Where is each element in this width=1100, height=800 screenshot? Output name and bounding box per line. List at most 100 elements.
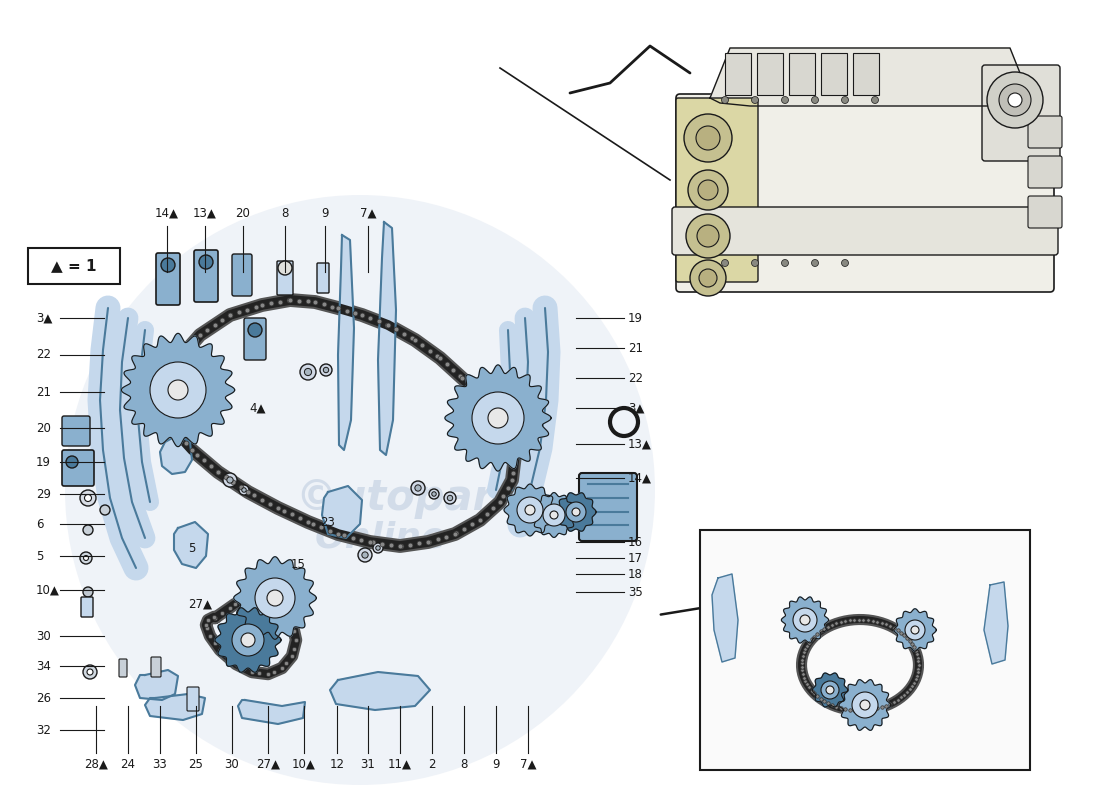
Text: 29: 29	[36, 487, 51, 501]
FancyBboxPatch shape	[232, 254, 252, 296]
FancyBboxPatch shape	[676, 98, 758, 282]
Text: 27▲: 27▲	[256, 758, 280, 771]
Polygon shape	[174, 522, 208, 568]
Circle shape	[66, 456, 78, 468]
Text: 8: 8	[460, 758, 467, 771]
Text: 34: 34	[36, 659, 51, 673]
Text: 8: 8	[282, 207, 288, 220]
FancyBboxPatch shape	[81, 597, 94, 617]
Text: 25: 25	[188, 758, 204, 771]
Text: 14▲: 14▲	[155, 207, 179, 220]
Circle shape	[793, 608, 817, 632]
Text: 13▲: 13▲	[194, 207, 217, 220]
FancyBboxPatch shape	[982, 65, 1060, 161]
Polygon shape	[338, 235, 354, 450]
Text: 19: 19	[628, 311, 643, 325]
Circle shape	[411, 481, 425, 495]
FancyBboxPatch shape	[151, 657, 161, 677]
Circle shape	[376, 546, 381, 550]
Circle shape	[267, 590, 283, 606]
Circle shape	[852, 692, 878, 718]
Bar	[821, 53, 847, 95]
Circle shape	[241, 633, 255, 647]
Circle shape	[444, 492, 456, 504]
Circle shape	[572, 508, 580, 516]
Text: ▲ = 1: ▲ = 1	[52, 258, 97, 274]
Polygon shape	[322, 486, 362, 538]
Polygon shape	[444, 365, 551, 471]
Text: 3▲: 3▲	[628, 402, 645, 414]
Circle shape	[199, 255, 213, 269]
Text: 28▲: 28▲	[84, 758, 108, 771]
Text: 32: 32	[36, 723, 51, 737]
Circle shape	[684, 114, 732, 162]
Circle shape	[85, 494, 91, 502]
Circle shape	[751, 97, 759, 103]
Circle shape	[686, 214, 730, 258]
Polygon shape	[531, 493, 576, 538]
Polygon shape	[378, 222, 396, 455]
Circle shape	[320, 364, 332, 376]
Circle shape	[305, 368, 311, 376]
Circle shape	[84, 555, 88, 561]
Circle shape	[987, 72, 1043, 128]
FancyBboxPatch shape	[187, 687, 199, 711]
Circle shape	[905, 620, 925, 640]
Text: 9: 9	[493, 758, 499, 771]
FancyBboxPatch shape	[1028, 156, 1062, 188]
Polygon shape	[712, 574, 738, 662]
Text: 20: 20	[36, 422, 51, 434]
Circle shape	[80, 552, 92, 564]
Text: 2: 2	[428, 758, 436, 771]
Circle shape	[722, 97, 728, 103]
Circle shape	[826, 686, 834, 694]
Text: 31: 31	[361, 758, 375, 771]
Circle shape	[1008, 93, 1022, 107]
Circle shape	[488, 408, 508, 428]
Polygon shape	[781, 597, 828, 643]
Circle shape	[82, 665, 97, 679]
Circle shape	[278, 261, 292, 275]
Text: 35: 35	[628, 586, 642, 598]
Circle shape	[697, 225, 719, 247]
Bar	[757, 53, 783, 95]
Text: 15: 15	[290, 558, 306, 570]
Circle shape	[842, 259, 848, 266]
Text: ©utoparts: ©utoparts	[295, 477, 538, 519]
Circle shape	[781, 97, 789, 103]
Circle shape	[566, 502, 586, 522]
Circle shape	[429, 489, 439, 499]
Text: 27▲: 27▲	[188, 598, 212, 610]
Circle shape	[751, 259, 759, 266]
Circle shape	[550, 511, 558, 519]
Text: 7▲: 7▲	[519, 758, 537, 771]
Bar	[852, 53, 879, 95]
Circle shape	[871, 97, 879, 103]
Circle shape	[812, 259, 818, 266]
FancyBboxPatch shape	[277, 261, 293, 295]
Polygon shape	[330, 672, 430, 710]
Text: 17: 17	[628, 551, 643, 565]
Circle shape	[161, 258, 175, 272]
Text: 19: 19	[36, 455, 51, 469]
Polygon shape	[710, 48, 1030, 106]
Text: 26: 26	[36, 691, 51, 705]
Circle shape	[860, 700, 870, 710]
Circle shape	[999, 84, 1031, 116]
Circle shape	[722, 259, 728, 266]
FancyBboxPatch shape	[119, 659, 126, 677]
Circle shape	[696, 126, 720, 150]
Text: 5: 5	[188, 542, 196, 554]
Text: 10▲: 10▲	[36, 583, 59, 597]
Text: 11▲: 11▲	[388, 758, 412, 771]
Circle shape	[255, 578, 295, 618]
Circle shape	[812, 97, 818, 103]
Polygon shape	[894, 609, 936, 651]
Circle shape	[517, 497, 543, 523]
Text: Online: Online	[315, 521, 447, 555]
Text: 7▲: 7▲	[360, 207, 376, 220]
Text: 12: 12	[330, 758, 344, 771]
Text: 4▲: 4▲	[250, 402, 266, 414]
Polygon shape	[812, 673, 848, 707]
Text: 21: 21	[628, 342, 643, 354]
